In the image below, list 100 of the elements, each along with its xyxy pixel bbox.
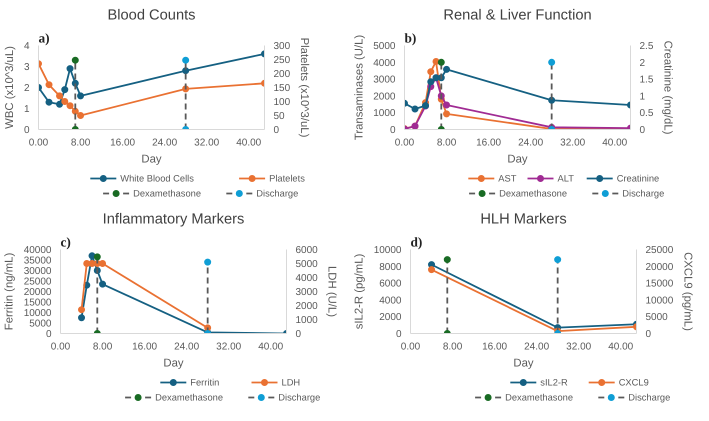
y2-axis-title: Platelets (x10^3/uL) [298,38,310,138]
y-axis-title: Transaminases (U/L) [353,34,366,140]
point [94,253,101,260]
y-axis-title: sIL2-R (pg/mL) [354,254,366,330]
point [548,58,556,66]
point [443,66,450,73]
y2-tick-label: 300 [274,41,291,52]
x-tick-label: 16.00 [132,342,158,352]
y2-tick-label: 2000 [296,301,318,312]
y2-tick-label: 100 [274,97,291,108]
x-tick-label: 8.00 [70,138,91,148]
point [204,258,212,266]
x-tick-label: 24.00 [518,138,544,148]
point [99,280,106,288]
x-axis-title: Day [163,358,184,370]
y2-axis-title: CXCL9 (pg/mL) [681,252,694,332]
point [554,256,562,264]
y2-tick-label: 10000 [646,295,674,306]
annotation: d) [410,234,422,250]
point [444,256,451,264]
x-tick-label: 0.00 [28,138,49,148]
point [72,56,79,64]
x-tick-label: 40.00 [608,342,634,352]
point [182,56,190,64]
y-tick-label: 5000 [29,318,52,330]
legend-label: Dexamethasone [155,392,224,402]
y-tick-label: 8000 [379,262,402,273]
point [78,314,86,322]
legend-label: Dexamethasone [499,188,568,198]
y2-tick-label: 200 [274,69,291,80]
x-tick-label: 8.00 [436,138,457,148]
point [443,101,450,108]
legend-label: CXCL9 [618,378,649,388]
y2-axis-title: LDH (U/L) [326,266,338,318]
x-tick-label: 32.00 [566,342,592,352]
y-tick-label: 10000 [374,245,402,256]
point [443,110,450,118]
point [56,92,64,100]
y2-tick-label: 0.5 [640,108,654,120]
x-tick-label: 32.00 [216,342,242,352]
point [66,65,74,72]
y2-tick-label: 6000 [296,245,318,256]
y-tick-label: 4000 [373,58,396,69]
x-tick-label: 16.00 [110,138,136,148]
y-axis-title: Ferritin (ng/mL) [4,252,16,330]
y-tick-label: 3 [24,62,30,73]
y2-tick-label: 5000 [296,259,318,270]
y-tick-label: 0 [396,329,402,340]
x-axis-title: Day [513,358,534,370]
legend-label: LDH [282,378,300,388]
x-tick-label: 16.00 [482,342,508,352]
y-tick-label: 0 [24,125,30,136]
y2-tick-label: 5000 [646,312,668,324]
y-tick-label: 6000 [379,278,402,290]
x-tick-label: 0.00 [50,342,71,352]
legend-label: Discharge [628,392,670,402]
point [412,106,419,112]
y-tick-label: 2000 [379,312,402,324]
y-tick-label: 5000 [373,41,396,52]
x-tick-label: 32.00 [194,138,220,148]
y2-tick-label: 0 [640,125,646,136]
x-tick-label: 40.00 [258,342,284,352]
y-tick-label: 2 [24,83,30,94]
legend-label: Dexamethasone [505,392,574,402]
y2-tick-label: 1 [640,91,646,102]
x-axis-title: Day [507,154,528,166]
y-tick-label: 25000 [24,276,52,288]
point [77,112,84,119]
y2-tick-label: 2.5 [640,41,654,52]
x-axis-title: Day [141,154,162,166]
legend-label: White Blood Cells [120,174,194,184]
y-tick-label: 4000 [379,295,402,306]
x-tick-label: 40.00 [602,138,628,148]
y2-tick-label: 0 [274,125,280,136]
y-tick-label: 35000 [24,256,52,266]
x-tick-label: 8.00 [92,342,113,352]
legend-label: Discharge [622,188,664,198]
y2-tick-label: 4000 [296,273,318,284]
y2-tick-label: 3000 [296,287,318,298]
point [77,92,84,100]
legend-label: Discharge [256,188,298,198]
y2-tick-label: 150 [274,83,291,94]
y-tick-label: 15000 [24,298,52,308]
y-tick-label: 10000 [24,308,52,319]
x-tick-label: 0.00 [400,342,421,352]
point [56,100,64,108]
legend-label: ALT [558,174,574,184]
y2-tick-label: 15000 [646,278,674,290]
chart-title: Inflammatory Markers [102,212,244,228]
y-tick-label: 30000 [24,266,52,277]
point [66,102,74,110]
legend-label: Ferritin [190,378,220,388]
point [428,266,436,274]
y-tick-label: 3000 [373,74,396,86]
y-tick-label: 0 [390,125,396,136]
x-tick-label: 24.00 [152,138,178,148]
point [46,81,53,88]
y2-tick-label: 1000 [296,315,318,326]
y-tick-label: 1 [24,104,30,115]
y-tick-label: 4 [24,41,30,52]
